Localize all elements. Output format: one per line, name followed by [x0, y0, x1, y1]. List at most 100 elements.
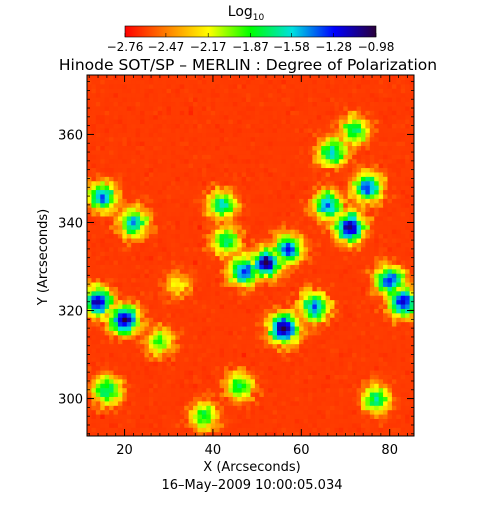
- heatmap-cell: [312, 418, 317, 423]
- heatmap-cell: [184, 189, 189, 194]
- heatmap-cell: [180, 361, 185, 366]
- heatmap-cell: [379, 374, 384, 379]
- heatmap-cell: [326, 374, 331, 379]
- heatmap-cell: [202, 260, 207, 265]
- heatmap-cell: [343, 322, 348, 327]
- heatmap-cell: [131, 211, 136, 216]
- heatmap-cell: [233, 414, 238, 419]
- heatmap-cell: [259, 225, 264, 230]
- heatmap-cell: [211, 295, 216, 300]
- heatmap-cell: [96, 260, 101, 265]
- heatmap-cell: [184, 374, 189, 379]
- heatmap-cell: [308, 410, 313, 415]
- heatmap-cell: [202, 401, 207, 406]
- heatmap-cell: [392, 379, 397, 384]
- heatmap-cell: [149, 344, 154, 349]
- heatmap-cell: [334, 339, 339, 344]
- heatmap-cell: [87, 269, 92, 274]
- heatmap-cell: [255, 163, 260, 168]
- heatmap-cell: [299, 264, 304, 269]
- heatmap-cell: [246, 352, 251, 357]
- heatmap-cell: [100, 242, 105, 247]
- heatmap-cell: [326, 383, 331, 388]
- heatmap-cell: [295, 300, 300, 305]
- heatmap-cell: [304, 189, 309, 194]
- heatmap-cell: [114, 159, 119, 164]
- heatmap-cell: [91, 357, 96, 362]
- heatmap-cell: [321, 233, 326, 238]
- heatmap-cell: [162, 229, 167, 234]
- heatmap-cell: [286, 313, 291, 318]
- heatmap-cell: [193, 216, 198, 221]
- heatmap-cell: [171, 295, 176, 300]
- heatmap-cell: [122, 326, 127, 331]
- heatmap-cell: [242, 405, 247, 410]
- heatmap-cell: [290, 251, 295, 256]
- heatmap-cell: [228, 388, 233, 393]
- heatmap-cell: [228, 185, 233, 190]
- heatmap-cell: [149, 396, 154, 401]
- heatmap-cell: [136, 159, 141, 164]
- heatmap-cell: [251, 344, 256, 349]
- heatmap-cell: [405, 401, 410, 406]
- heatmap-cell: [189, 194, 194, 199]
- heatmap-cell: [268, 141, 273, 146]
- heatmap-cell: [286, 159, 291, 164]
- heatmap-cell: [299, 194, 304, 199]
- heatmap-cell: [140, 247, 145, 252]
- heatmap-cell: [383, 308, 388, 313]
- heatmap-cell: [122, 269, 127, 274]
- heatmap-cell: [220, 154, 225, 159]
- heatmap-cell: [127, 300, 132, 305]
- heatmap-cell: [361, 295, 366, 300]
- heatmap-cell: [100, 401, 105, 406]
- heatmap-cell: [131, 264, 136, 269]
- heatmap-cell: [184, 357, 189, 362]
- heatmap-cell: [140, 370, 145, 375]
- heatmap-cell: [162, 366, 167, 371]
- heatmap-cell: [339, 203, 344, 208]
- heatmap-cell: [405, 414, 410, 419]
- heatmap-cell: [290, 260, 295, 265]
- heatmap-cell: [167, 418, 172, 423]
- heatmap-cell: [268, 211, 273, 216]
- heatmap-cell: [144, 225, 149, 230]
- heatmap-cell: [136, 427, 141, 432]
- heatmap-cell: [401, 366, 406, 371]
- heatmap-cell: [136, 418, 141, 423]
- heatmap-cell: [220, 251, 225, 256]
- heatmap-cell: [202, 392, 207, 397]
- heatmap-cell: [348, 181, 353, 186]
- heatmap-cell: [295, 278, 300, 283]
- heatmap-cell: [127, 379, 132, 384]
- heatmap-cell: [202, 216, 207, 221]
- heatmap-cell: [100, 189, 105, 194]
- heatmap-cell: [299, 286, 304, 291]
- heatmap-cell: [357, 181, 362, 186]
- heatmap-cell: [295, 247, 300, 252]
- heatmap-cell: [220, 308, 225, 313]
- heatmap-cell: [171, 282, 176, 287]
- heatmap-cell: [220, 392, 225, 397]
- heatmap-cell: [326, 366, 331, 371]
- heatmap-cell: [251, 396, 256, 401]
- heatmap-cell: [361, 330, 366, 335]
- heatmap-cell: [140, 137, 145, 142]
- heatmap-cell: [91, 256, 96, 261]
- heatmap-cell: [237, 198, 242, 203]
- heatmap-cell: [91, 286, 96, 291]
- heatmap-cell: [184, 300, 189, 305]
- heatmap-cell: [321, 330, 326, 335]
- heatmap-cell: [100, 370, 105, 375]
- heatmap-cell: [167, 352, 172, 357]
- heatmap-cell: [233, 344, 238, 349]
- heatmap-cell: [273, 423, 278, 428]
- heatmap-cell: [343, 330, 348, 335]
- heatmap-cell: [233, 348, 238, 353]
- heatmap-cell: [136, 256, 141, 261]
- heatmap-cell: [175, 229, 180, 234]
- heatmap-cell: [96, 229, 101, 234]
- heatmap-cell: [237, 278, 242, 283]
- heatmap-cell: [158, 322, 163, 327]
- heatmap-cell: [228, 150, 233, 155]
